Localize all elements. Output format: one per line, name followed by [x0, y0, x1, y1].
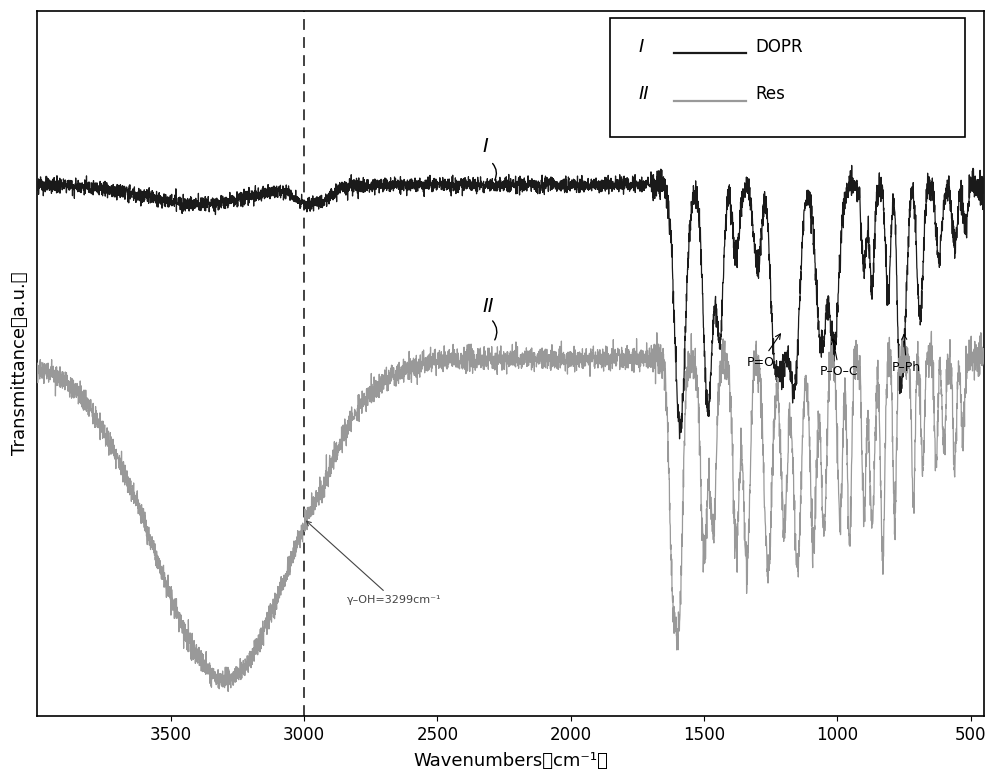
Text: II: II	[483, 297, 494, 316]
Text: P=O: P=O	[747, 334, 780, 369]
Text: I: I	[639, 38, 644, 56]
X-axis label: Wavenumbers（cm⁻¹）: Wavenumbers（cm⁻¹）	[413, 752, 608, 770]
Text: P–Ph: P–Ph	[892, 334, 921, 373]
Text: DOPR: DOPR	[755, 38, 803, 56]
Text: I: I	[483, 137, 489, 156]
FancyBboxPatch shape	[610, 18, 965, 137]
Text: P–O–C: P–O–C	[820, 339, 859, 378]
Text: II: II	[639, 85, 649, 103]
Text: Res: Res	[755, 85, 785, 103]
Text: γ–OH=3299cm⁻¹: γ–OH=3299cm⁻¹	[307, 521, 441, 605]
Y-axis label: Transmittance（a.u.）: Transmittance（a.u.）	[11, 272, 29, 455]
